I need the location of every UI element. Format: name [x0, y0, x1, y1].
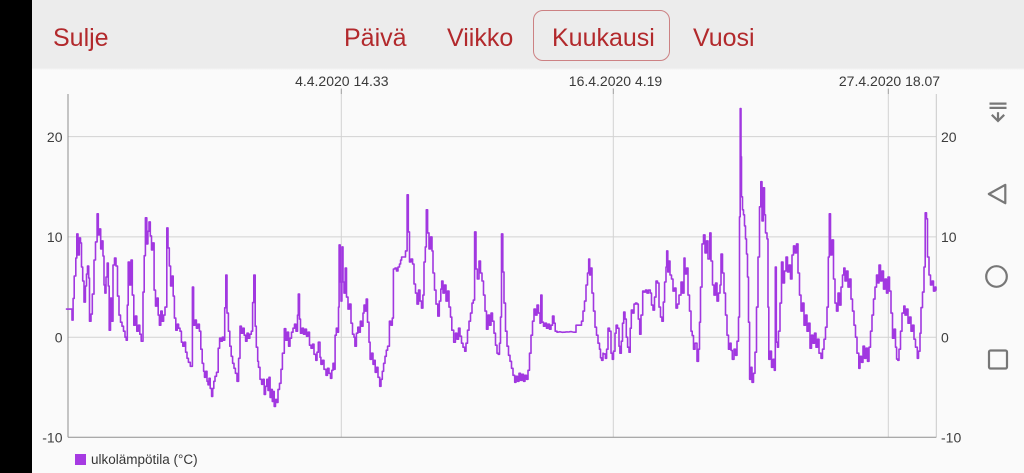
- svg-text:20: 20: [47, 129, 63, 145]
- svg-text:0: 0: [941, 329, 949, 345]
- svg-text:-10: -10: [42, 430, 62, 446]
- svg-text:0: 0: [55, 329, 63, 345]
- svg-text:16.4.2020 4.19: 16.4.2020 4.19: [569, 73, 663, 89]
- svg-text:-10: -10: [941, 430, 961, 446]
- svg-text:10: 10: [47, 229, 63, 245]
- svg-text:ulkolämpötila (°C): ulkolämpötila (°C): [91, 452, 198, 467]
- svg-text:10: 10: [941, 229, 957, 245]
- svg-text:4.4.2020 14.33: 4.4.2020 14.33: [295, 73, 389, 89]
- svg-text:20: 20: [941, 129, 957, 145]
- svg-text:27.4.2020 18.07: 27.4.2020 18.07: [839, 73, 940, 89]
